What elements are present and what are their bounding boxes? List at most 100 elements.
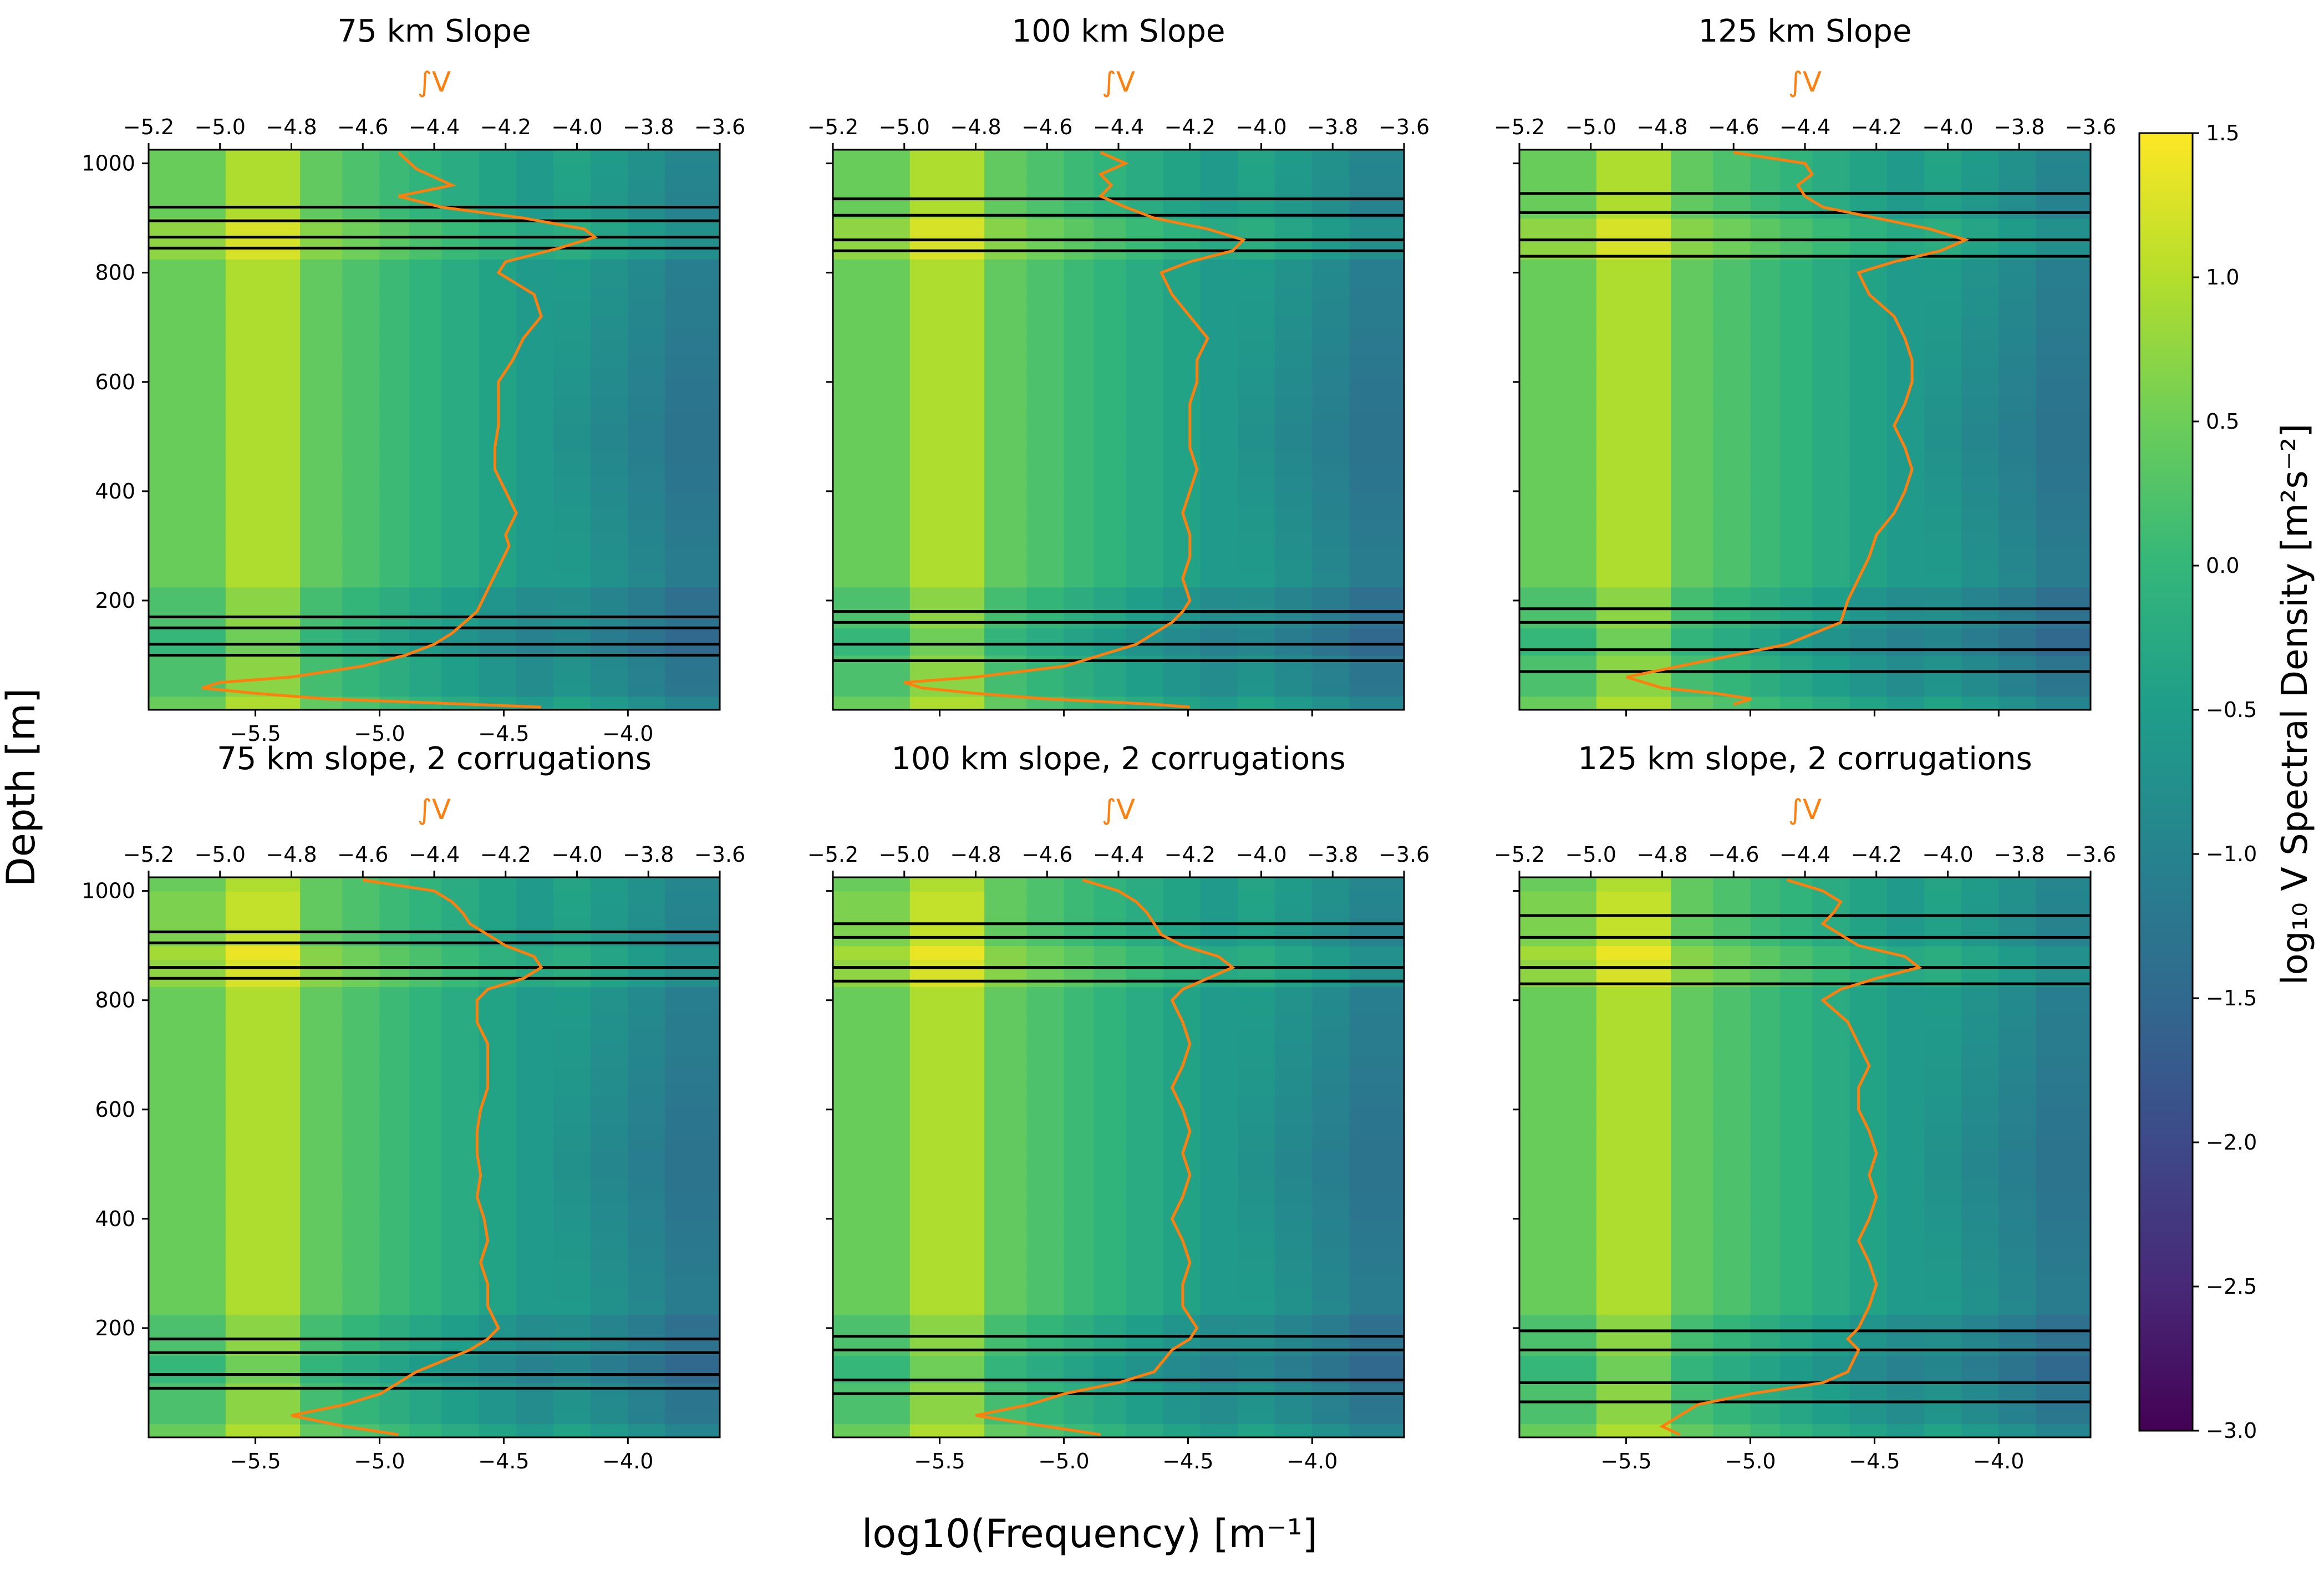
heatmap-cell [1924,395,1962,410]
heatmap-cell [553,1410,592,1425]
top-tick-label: −5.0 [879,842,930,867]
heatmap-cell [1275,669,1313,683]
heatmap-cell [628,1410,666,1425]
heatmap-cell [553,1369,592,1384]
heatmap-cell [1026,904,1065,919]
heatmap-cell [342,395,380,410]
heatmap-cell [342,1205,380,1219]
heatmap-cell [909,245,985,260]
heatmap-cell [441,1014,480,1028]
heatmap-cell [342,313,380,328]
heatmap-cell [1237,682,1276,697]
heatmap-cell [1026,1027,1065,1042]
heatmap-cell [1713,1096,1751,1110]
heatmap-cell [1886,163,1925,178]
heatmap-cell [1780,436,1813,451]
heatmap-cell [1275,1150,1313,1165]
heatmap-cell [1671,491,1714,506]
heatmap-cell [1750,891,1781,906]
heatmap-cell [441,286,480,301]
top-tick-label: −4.4 [1779,842,1830,867]
heatmap-cell [1780,1027,1813,1042]
heatmap-cell [1126,218,1164,232]
heatmap-cell [1998,340,2037,355]
heatmap-cell [1237,150,1276,164]
heatmap-cell [1163,1246,1201,1260]
heatmap-cell [409,327,443,342]
heatmap-cell [516,1164,554,1178]
heatmap-cell [149,286,226,301]
heatmap-cell [342,1000,380,1015]
heatmap-cell [1886,682,1925,697]
heatmap-cell [1064,1068,1095,1083]
heatmap-cell [833,573,911,588]
heatmap-cell [833,587,911,601]
heatmap-cell [553,395,592,410]
heatmap-cell [1519,1027,1597,1042]
heatmap-cell [591,409,629,424]
heatmap-cell [1849,587,1888,601]
heatmap-cell [1200,655,1238,670]
heatmap-cell [1596,218,1672,232]
heatmap-cell [149,987,226,1001]
heatmap-cell [1349,395,1405,410]
heatmap-cell [225,1000,301,1015]
heatmap-cell [1750,546,1781,561]
heatmap-cell [516,891,554,906]
heatmap-cell [1094,1314,1127,1329]
panel-6: 125 km slope, 2 corrugations∫V−5.2 −5.0 −4… [1494,741,2116,1473]
heatmap-cell [342,1300,380,1315]
heatmap-cell [1312,299,1350,314]
heatmap-cell [379,1096,410,1110]
heatmap-cell [833,1300,911,1315]
heatmap-cell [1998,354,2037,369]
heatmap-cell [379,1027,410,1042]
heatmap-cell [409,1055,443,1069]
heatmap-cell [342,259,380,273]
heatmap-cell [2036,464,2091,479]
heatmap-cell [1961,368,2000,383]
heatmap-cell [591,546,629,561]
heatmap-cell [342,904,380,919]
heatmap-cell [1750,1355,1781,1370]
heatmap-cell [479,1164,517,1178]
heatmap-cell [984,518,1028,533]
heatmap-cell [1596,1300,1672,1315]
heatmap-cell [1886,272,1925,287]
heatmap-cell [1596,1041,1672,1056]
heatmap-cell [1886,1314,1925,1329]
heatmap-cell [379,1232,410,1247]
y-tick-label: 600 [95,370,135,394]
heatmap-cell [553,877,592,892]
heatmap-cell [2036,1369,2091,1384]
heatmap-cell [379,918,410,933]
heatmap-cell [1163,945,1201,960]
heatmap-cell [1349,436,1405,451]
heatmap-cell [909,1287,985,1301]
heatmap-cell [1750,286,1781,301]
heatmap-cell [1275,932,1313,947]
heatmap-cell [149,1014,226,1028]
heatmap-cell [1126,286,1164,301]
heatmap-cell [665,546,720,561]
heatmap-cell [1200,1396,1238,1411]
heatmap-cell [300,918,343,933]
bottom-tick-label: −4.0 [1973,1449,2024,1473]
heatmap-cell [1064,532,1095,547]
heatmap-cell [342,1355,380,1370]
bottom-tick-label: −4.0 [602,721,653,746]
heatmap-cell [984,409,1028,424]
heatmap-cell [1998,1410,2037,1425]
heatmap-cell [1312,382,1350,396]
heatmap-cell [553,1000,592,1015]
heatmap-cell [1780,573,1813,588]
heatmap-cell [1312,1232,1350,1247]
heatmap-cell [1519,1410,1597,1425]
heatmap-cell [1750,1068,1781,1083]
heatmap-cell [984,286,1028,301]
heatmap-cell [300,450,343,465]
top-tick-label: −4.8 [1636,115,1687,139]
heatmap-cell [1094,1000,1127,1015]
heatmap-cell [1275,423,1313,438]
heatmap-cell [1750,477,1781,492]
